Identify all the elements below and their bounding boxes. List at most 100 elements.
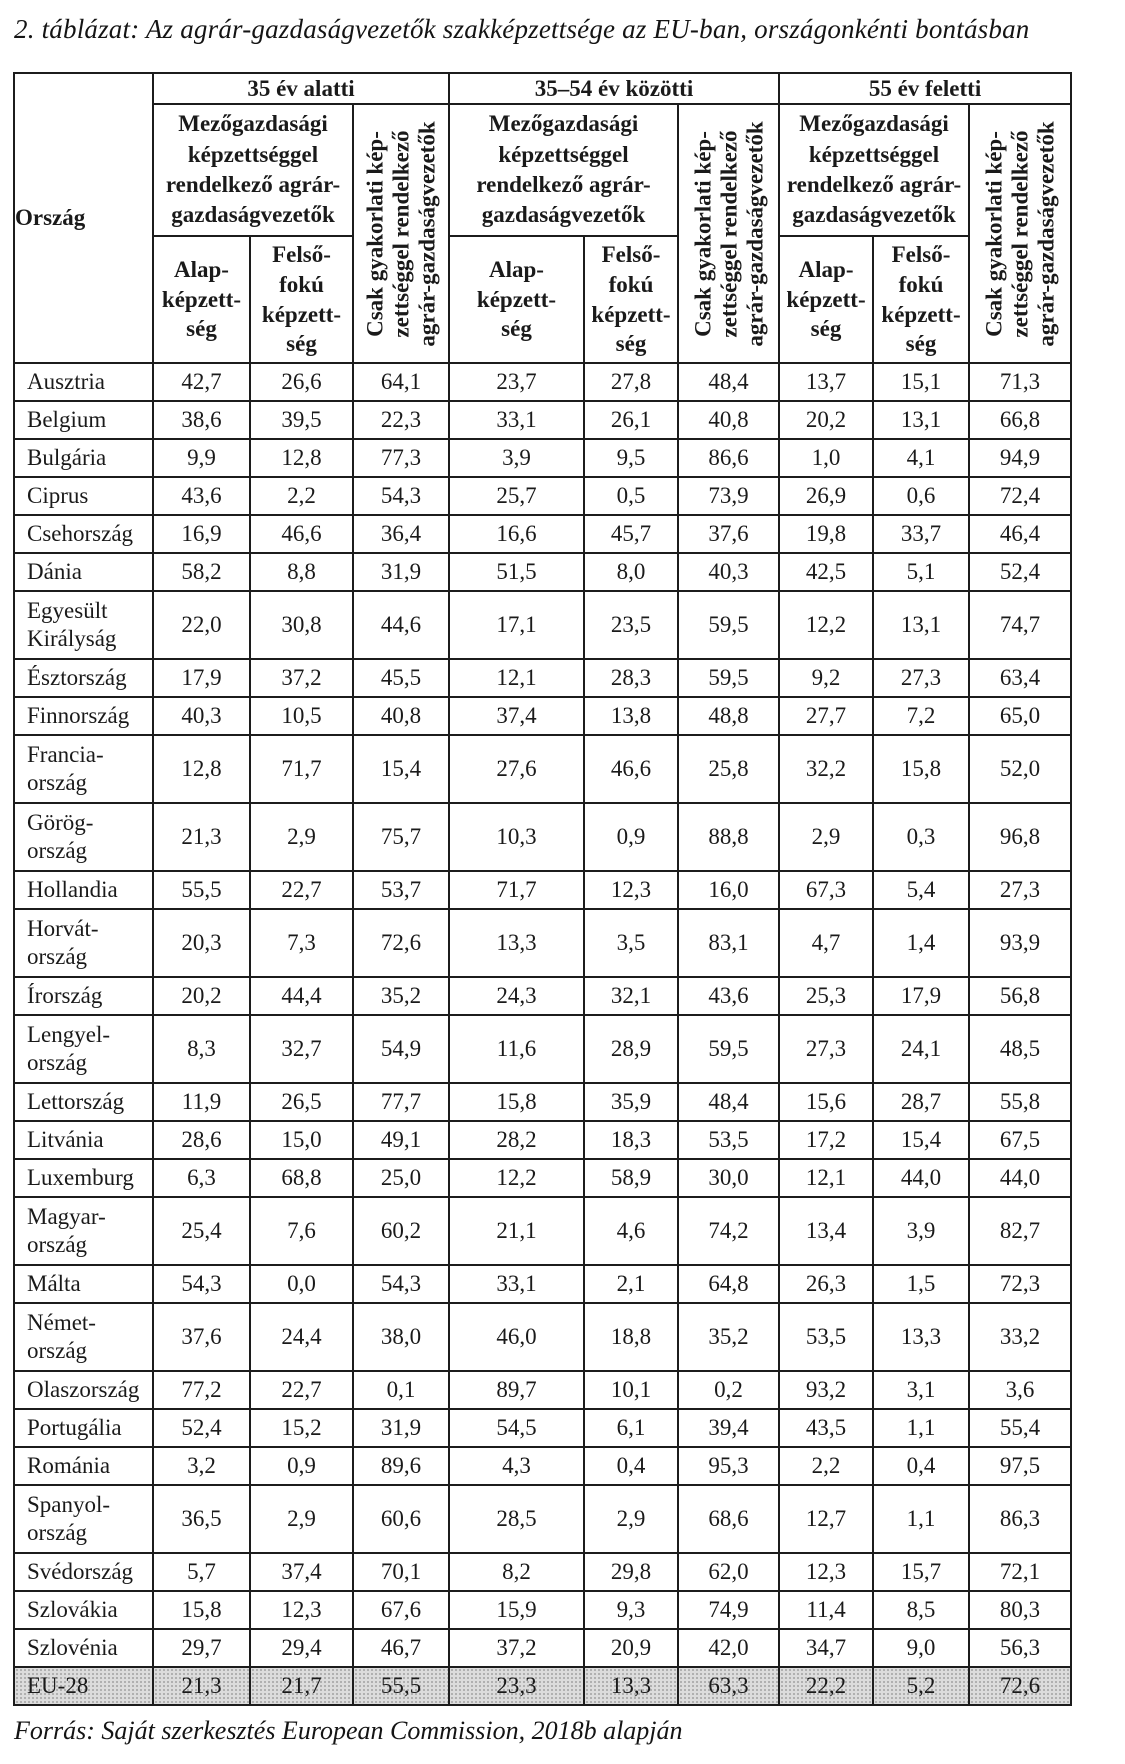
table-row: Ausztria 42,7 26,6 64,1 23,7 27,8 48,4 13,7 15,1… <box>13 362 1073 402</box>
value-cell: 15,1 <box>872 362 971 402</box>
value-cell: 46,4 <box>968 514 1073 554</box>
value-cell: 15,8 <box>152 1590 251 1630</box>
value-cell: 27,8 <box>583 362 679 402</box>
value-cell: 72,6 <box>968 1666 1073 1706</box>
value-cell: 68,6 <box>676 1484 781 1554</box>
value-cell: 3,9 <box>448 438 585 478</box>
table-row: Litvánia 28,6 15,0 49,1 28,2 18,3 53,5 17,2 15,4… <box>13 1120 1073 1160</box>
value-cell: 1,1 <box>872 1408 971 1448</box>
table-row: Finnország 40,3 10,5 40,8 37,4 13,8 48,8 27,7 7,… <box>13 696 1073 736</box>
value-cell: 96,8 <box>968 802 1073 872</box>
value-cell: 42,0 <box>676 1628 781 1668</box>
value-cell: 22,7 <box>249 1370 354 1410</box>
country-cell: Szlovénia <box>13 1628 154 1668</box>
value-cell: 33,7 <box>872 514 971 554</box>
value-cell: 37,4 <box>249 1552 354 1592</box>
value-cell: 29,7 <box>152 1628 251 1668</box>
value-cell: 15,0 <box>249 1120 354 1160</box>
value-cell: 52,0 <box>968 734 1073 804</box>
value-cell: 9,3 <box>583 1590 679 1630</box>
value-cell: 18,3 <box>583 1120 679 1160</box>
value-cell: 53,5 <box>676 1120 781 1160</box>
value-cell: 2,9 <box>778 802 875 872</box>
value-cell: 70,1 <box>352 1552 450 1592</box>
country-cell: Ausztria <box>13 362 154 402</box>
value-cell: 0,3 <box>872 802 971 872</box>
value-cell: 42,7 <box>152 362 251 402</box>
age-group-header-under-35: 35 év alatti <box>152 72 450 105</box>
value-cell: 71,7 <box>249 734 354 804</box>
table-row: Ciprus 43,6 2,2 54,3 25,7 0,5 73,9 26,9 0,6 72,4 <box>13 476 1073 516</box>
value-cell: 77,3 <box>352 438 450 478</box>
value-cell: 0,0 <box>249 1264 354 1304</box>
value-cell: 29,4 <box>249 1628 354 1668</box>
value-cell: 80,3 <box>968 1590 1073 1630</box>
value-cell: 16,6 <box>448 514 585 554</box>
value-cell: 2,2 <box>249 476 354 516</box>
value-cell: 13,3 <box>872 1302 971 1372</box>
value-cell: 8,2 <box>448 1552 585 1592</box>
practical-only-header: Csak gyakorlati kép- zettséggel rendelke… <box>676 103 781 364</box>
value-cell: 66,8 <box>968 400 1073 440</box>
value-cell: 65,0 <box>968 696 1073 736</box>
value-cell: 15,8 <box>872 734 971 804</box>
higher-qualification-header: Felső- fokú képzett- ség <box>249 235 354 364</box>
value-cell: 37,2 <box>448 1628 585 1668</box>
value-cell: 35,2 <box>676 1302 781 1372</box>
value-cell: 48,8 <box>676 696 781 736</box>
table-row: Luxemburg 6,3 68,8 25,0 12,2 58,9 30,0 12,1 44,0… <box>13 1158 1073 1198</box>
value-cell: 17,1 <box>448 590 585 660</box>
value-cell: 86,6 <box>676 438 781 478</box>
value-cell: 48,5 <box>968 1014 1073 1084</box>
table-row: Spanyol- ország 36,5 2,9 60,6 28,5 2,9 68,6 12,… <box>13 1484 1073 1554</box>
value-cell: 7,6 <box>249 1196 354 1266</box>
value-cell: 13,3 <box>583 1666 679 1706</box>
value-cell: 23,7 <box>448 362 585 402</box>
value-cell: 36,4 <box>352 514 450 554</box>
value-cell: 77,2 <box>152 1370 251 1410</box>
value-cell: 77,7 <box>352 1082 450 1122</box>
value-cell: 72,3 <box>968 1264 1073 1304</box>
table-row: Lettország 11,9 26,5 77,7 15,8 35,9 48,4 15,6 28… <box>13 1082 1073 1122</box>
value-cell: 5,4 <box>872 870 971 910</box>
table-row: Magyar- ország 25,4 7,6 60,2 21,1 4,6 74,2 13,4… <box>13 1196 1073 1266</box>
value-cell: 4,6 <box>583 1196 679 1266</box>
basic-qualification-header: Alap- képzett- ség <box>778 235 875 364</box>
value-cell: 12,1 <box>448 658 585 698</box>
higher-qualification-header: Felső- fokú képzett- ség <box>583 235 679 364</box>
value-cell: 13,4 <box>778 1196 875 1266</box>
value-cell: 59,5 <box>676 1014 781 1084</box>
value-cell: 9,9 <box>152 438 251 478</box>
value-cell: 3,5 <box>583 908 679 978</box>
country-cell: Litvánia <box>13 1120 154 1160</box>
value-cell: 54,3 <box>352 476 450 516</box>
value-cell: 15,2 <box>249 1408 354 1448</box>
header-row-qualification-type: Mezőgazdasági képzettséggel rendelkező a… <box>14 103 1073 364</box>
value-cell: 21,7 <box>249 1666 354 1706</box>
value-cell: 5,7 <box>152 1552 251 1592</box>
value-cell: 49,1 <box>352 1120 450 1160</box>
qualification-table: Ország 35 év alatti 35–54 év közötti 55 … <box>13 72 1073 1706</box>
value-cell: 25,3 <box>778 976 875 1016</box>
value-cell: 20,3 <box>152 908 251 978</box>
value-cell: 12,2 <box>778 590 875 660</box>
value-cell: 53,5 <box>778 1302 875 1372</box>
value-cell: 23,5 <box>583 590 679 660</box>
value-cell: 1,0 <box>778 438 875 478</box>
value-cell: 13,3 <box>448 908 585 978</box>
value-cell: 46,6 <box>249 514 354 554</box>
value-cell: 58,9 <box>583 1158 679 1198</box>
value-cell: 22,7 <box>249 870 354 910</box>
value-cell: 28,5 <box>448 1484 585 1554</box>
value-cell: 2,9 <box>249 1484 354 1554</box>
value-cell: 88,8 <box>676 802 781 872</box>
table-row: Német- ország 37,6 24,4 38,0 46,0 18,8 35,2 53,… <box>13 1302 1073 1372</box>
header-row-qualification-level: Alap- képzett- ség Felső- fokú képzett- … <box>14 235 1071 364</box>
value-cell: 72,4 <box>968 476 1073 516</box>
table-row: Szlovénia 29,7 29,4 46,7 37,2 20,9 42,0 34,7 9,0… <box>13 1628 1073 1668</box>
value-cell: 6,3 <box>152 1158 251 1198</box>
value-cell: 68,8 <box>249 1158 354 1198</box>
country-cell: Észtország <box>13 658 154 698</box>
value-cell: 12,1 <box>778 1158 875 1198</box>
value-cell: 74,9 <box>676 1590 781 1630</box>
